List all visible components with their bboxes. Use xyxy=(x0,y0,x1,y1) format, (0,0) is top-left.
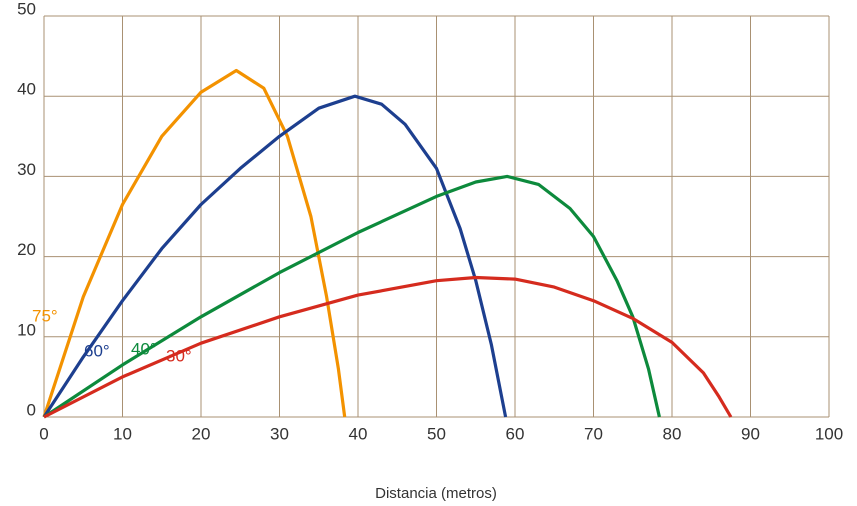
y-tick-label: 0 xyxy=(27,400,36,419)
x-tick-label: 40 xyxy=(349,424,368,443)
x-tick-label: 100 xyxy=(815,424,843,443)
series-line xyxy=(42,68,347,418)
x-tick-label: 80 xyxy=(663,424,682,443)
y-tick-label: 10 xyxy=(17,320,36,339)
series-line xyxy=(42,94,508,418)
x-tick-label: 30 xyxy=(270,424,289,443)
series-label: 30° xyxy=(166,346,192,365)
x-tick-label: 90 xyxy=(741,424,760,443)
y-tick-label: 50 xyxy=(17,0,36,18)
series-label: 75° xyxy=(32,306,58,325)
series-line xyxy=(43,275,733,419)
y-tick-label: 20 xyxy=(17,240,36,259)
x-tick-label: 20 xyxy=(192,424,211,443)
series-line xyxy=(43,174,661,419)
x-tick-label: 60 xyxy=(506,424,525,443)
x-axis-label: Distancia (metros) xyxy=(375,485,497,502)
y-tick-label: 40 xyxy=(17,80,36,99)
y-tick-label: 30 xyxy=(17,160,36,179)
x-tick-label: 70 xyxy=(584,424,603,443)
series-label: 60° xyxy=(84,341,110,360)
series-label: 40° xyxy=(131,339,157,358)
x-tick-label: 0 xyxy=(39,424,48,443)
x-tick-label: 50 xyxy=(427,424,446,443)
x-tick-label: 10 xyxy=(113,424,132,443)
